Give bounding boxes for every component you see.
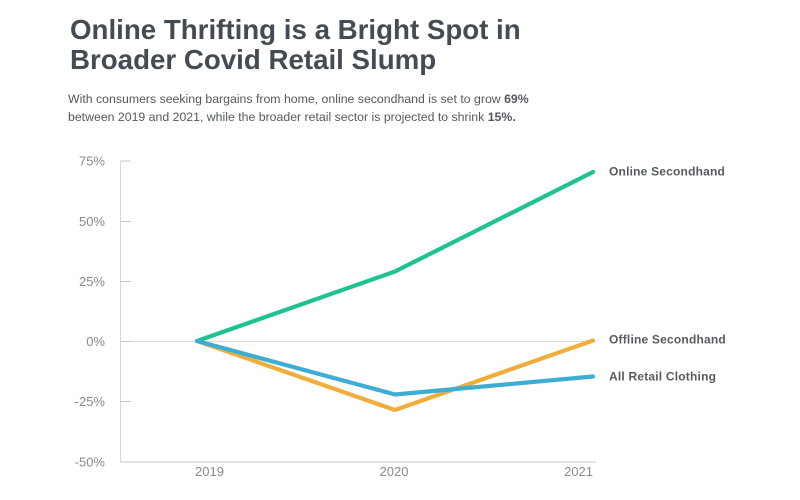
- svg-text:0%: 0%: [86, 334, 105, 349]
- svg-text:50%: 50%: [79, 214, 105, 229]
- svg-text:-25%: -25%: [75, 394, 106, 409]
- svg-text:25%: 25%: [79, 274, 105, 289]
- svg-text:-50%: -50%: [75, 455, 106, 470]
- svg-text:75%: 75%: [79, 154, 105, 169]
- svg-text:All Retail Clothing: All Retail Clothing: [609, 370, 716, 384]
- svg-text:2019: 2019: [195, 464, 224, 479]
- svg-text:Offline Secondhand: Offline Secondhand: [609, 333, 726, 347]
- svg-text:2021: 2021: [564, 464, 593, 479]
- svg-text:Online Secondhand: Online Secondhand: [609, 165, 725, 179]
- svg-text:2020: 2020: [380, 464, 409, 479]
